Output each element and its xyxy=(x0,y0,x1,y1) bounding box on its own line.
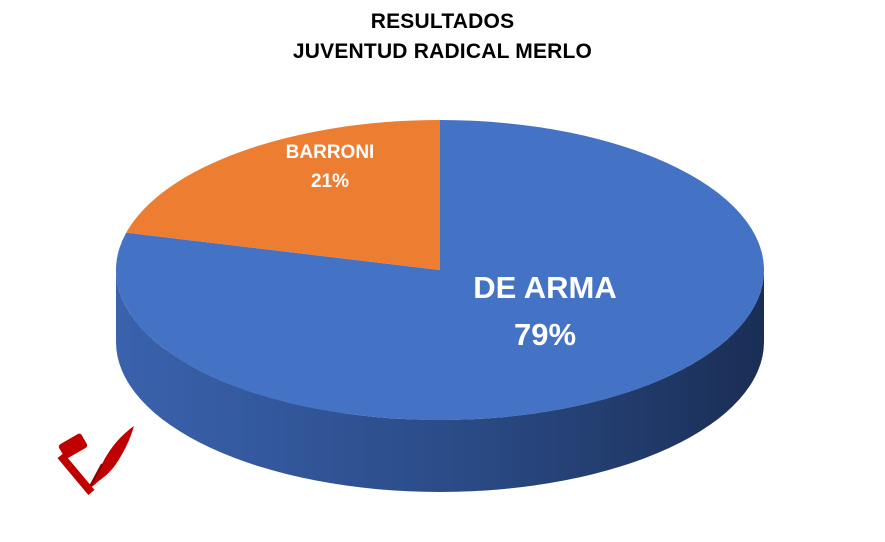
pie-side-wall xyxy=(116,270,764,492)
hammer-quill-logo-icon xyxy=(57,426,134,495)
pie-slice-de-arma xyxy=(116,120,764,420)
slice-value-de-arma: 79% xyxy=(514,317,576,352)
slice-value-barroni: 21% xyxy=(311,171,349,192)
chart-title-line-1: RESULTADOS xyxy=(370,10,515,33)
chart-title-line-2: JUVENTUD RADICAL MERLO xyxy=(292,40,593,63)
slice-label-barroni: BARRONI xyxy=(286,142,375,163)
pie-slice-barroni xyxy=(126,119,441,270)
slice-label-de-arma: DE ARMA xyxy=(473,270,617,305)
